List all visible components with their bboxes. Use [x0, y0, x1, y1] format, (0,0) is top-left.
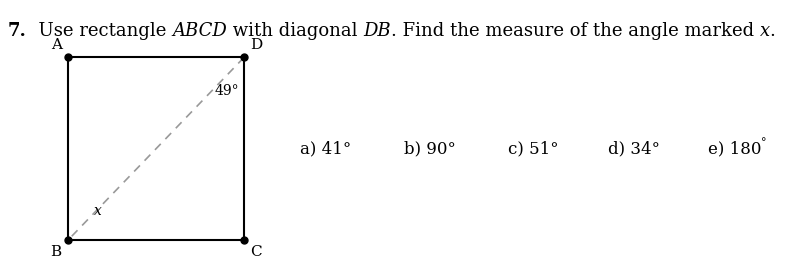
- Text: 7.: 7.: [8, 22, 27, 40]
- Text: DB: DB: [363, 22, 390, 40]
- Text: a) 41°: a) 41°: [300, 140, 351, 157]
- Text: x: x: [759, 22, 770, 40]
- Text: A: A: [50, 38, 62, 52]
- Text: x: x: [94, 204, 102, 218]
- Text: °: °: [762, 138, 767, 148]
- Text: ABCD: ABCD: [172, 22, 226, 40]
- Text: 49°: 49°: [214, 84, 239, 98]
- Text: c) 51°: c) 51°: [508, 140, 558, 157]
- Text: . Find the measure of the angle marked: . Find the measure of the angle marked: [390, 22, 759, 40]
- Text: B: B: [50, 245, 62, 259]
- Text: b) 90°: b) 90°: [404, 140, 456, 157]
- Text: e) 180: e) 180: [708, 140, 762, 157]
- Text: C: C: [250, 245, 262, 259]
- Text: D: D: [250, 38, 262, 52]
- Text: with diagonal: with diagonal: [226, 22, 363, 40]
- Text: Use rectangle: Use rectangle: [27, 22, 172, 40]
- Text: .: .: [770, 22, 775, 40]
- Text: d) 34°: d) 34°: [608, 140, 660, 157]
